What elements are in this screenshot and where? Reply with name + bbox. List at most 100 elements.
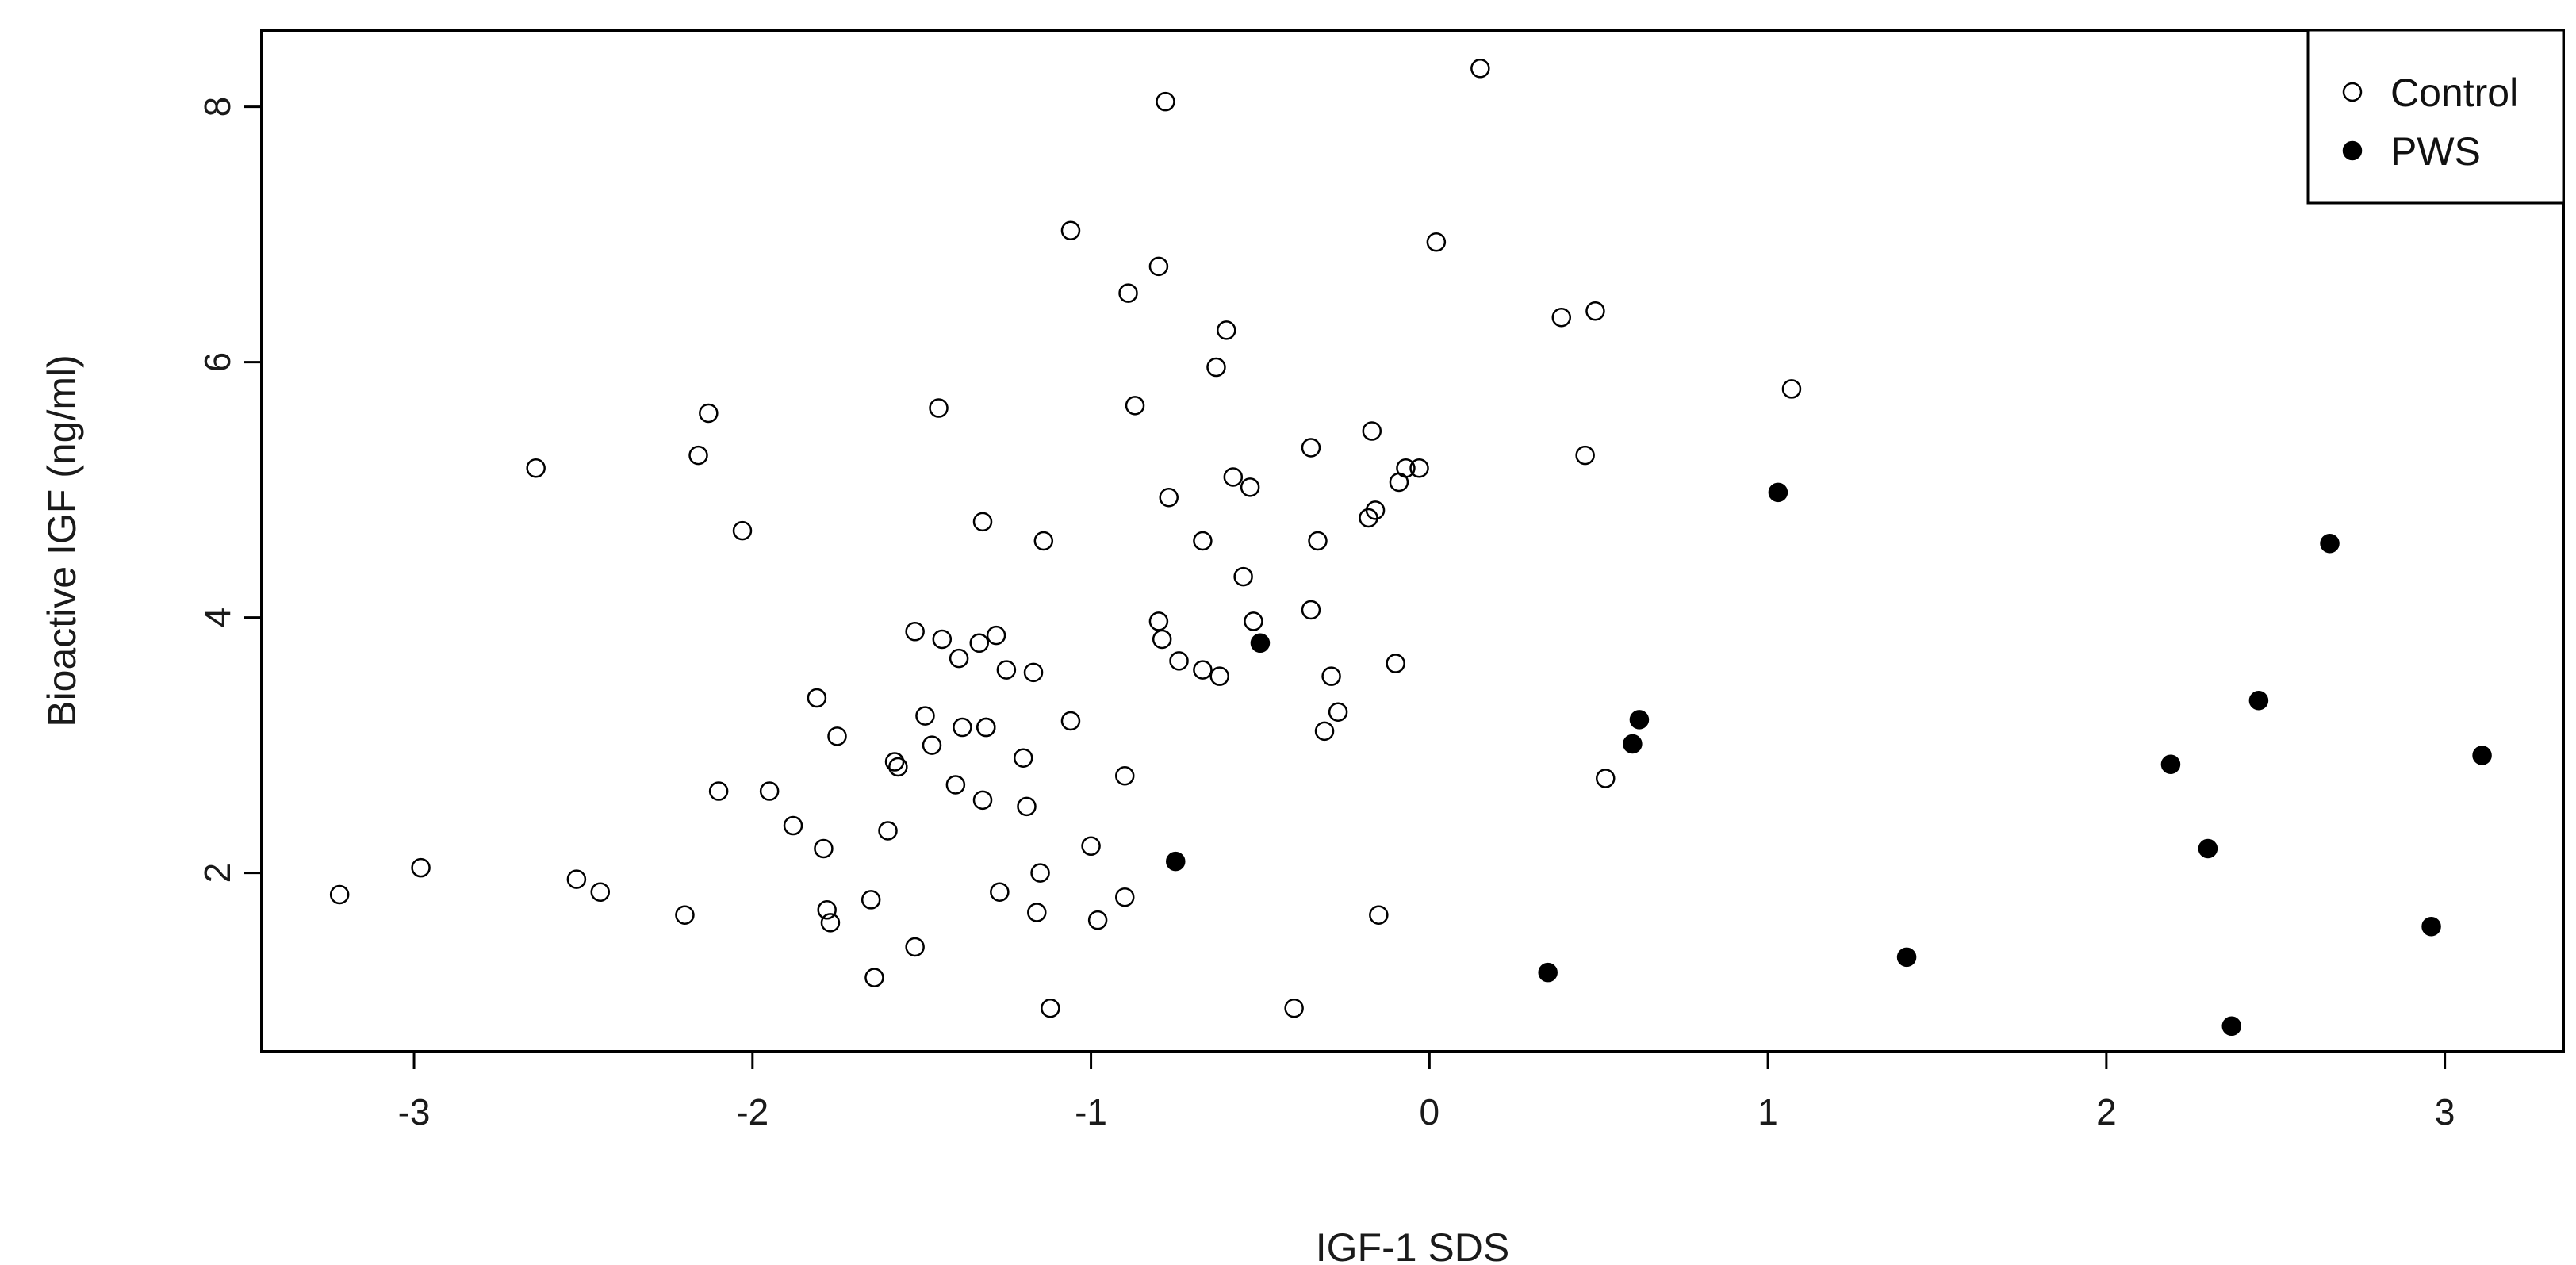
control-point [969,633,989,654]
control-point [929,398,949,418]
control-point [1585,301,1605,321]
x-axis-title: IGF-1 SDS [1316,1225,1509,1265]
control-point [1013,748,1033,768]
control-point [986,625,1006,646]
y-tick-label: 4 [197,608,238,628]
control-point [1027,903,1047,922]
control-point [1240,477,1260,497]
control-point [972,790,993,811]
control-point [949,648,969,669]
pws-point [1768,482,1788,503]
legend-marker-pws [2342,140,2363,161]
pws-point [1166,851,1186,872]
x-tick-label: 3 [2435,1091,2455,1133]
control-point [1030,863,1050,883]
pws-point [2320,533,2340,554]
plot-frame [260,29,2565,1053]
control-point [1314,721,1335,742]
control-point [1041,999,1060,1018]
control-point [1369,905,1389,925]
control-point [1223,467,1244,487]
control-point [814,838,834,859]
control-point [922,735,942,755]
control-point [783,815,803,836]
control-point [1148,256,1169,277]
y-tick-label: 8 [197,97,238,117]
control-point [1087,910,1108,930]
control-point [996,660,1017,680]
control-point [817,900,837,920]
control-point [590,882,611,902]
control-point [878,821,898,841]
control-point [915,706,935,726]
control-point [1206,357,1226,378]
pws-point [1896,947,1917,968]
control-point [732,520,753,541]
control-point [688,445,708,466]
x-tick-label: -3 [398,1091,431,1133]
legend-box [2306,29,2565,205]
pws-point [2248,691,2269,711]
control-point [1217,320,1236,340]
control-point [566,869,587,889]
control-point [1470,59,1490,79]
pws-point [1623,734,1643,754]
control-point [1193,660,1213,680]
control-point [1060,711,1081,731]
pws-point [2198,838,2218,859]
control-point [1575,445,1595,466]
control-point [861,890,881,910]
control-point [827,726,847,746]
control-point [1125,396,1145,416]
control-point [1193,531,1213,551]
control-point [1396,458,1416,478]
pws-point [2472,746,2492,765]
control-point [1152,629,1172,650]
control-point [1386,654,1405,673]
control-point [1156,91,1175,112]
y-axis: 2 4 6 8 [197,97,262,883]
control-point [411,857,431,878]
x-tick-label: 1 [1758,1091,1778,1133]
control-point [1148,611,1169,631]
control-point [329,884,350,905]
x-axis: -3 -2 -1 0 1 2 3 [398,1052,2455,1133]
control-point [708,781,729,801]
control-point [1365,500,1386,520]
control-point [905,937,925,957]
control-point [1115,765,1135,786]
pws-point [2221,1016,2242,1037]
x-tick-label: 0 [1420,1091,1440,1133]
control-point [759,781,780,801]
control-point [1118,283,1138,303]
x-tick-label: -2 [736,1091,769,1133]
control-point [1233,566,1253,587]
control-point [932,629,953,650]
pws-point [1538,962,1558,983]
y-tick-label: 6 [197,352,238,373]
control-point [864,968,884,987]
control-point [1244,611,1263,631]
control-point [972,512,993,532]
control-point [807,688,827,708]
control-point [526,458,546,478]
control-point [1017,796,1037,817]
legend-marker-control [2342,82,2363,102]
x-tick-label: -1 [1075,1091,1107,1133]
legend-label-pws: PWS [2390,129,2481,174]
control-point [1321,666,1341,686]
x-tick-label: 2 [2096,1091,2117,1133]
pws-point [2421,916,2441,937]
control-point [1159,488,1179,508]
control-point [1301,600,1321,620]
control-point [1362,421,1382,441]
control-point [699,403,719,424]
pws-point [2160,754,2181,774]
control-point [1060,220,1081,241]
control-point [953,717,972,738]
pws-point [1629,710,1650,730]
points-layer [329,59,2492,1037]
control-point [945,775,966,795]
